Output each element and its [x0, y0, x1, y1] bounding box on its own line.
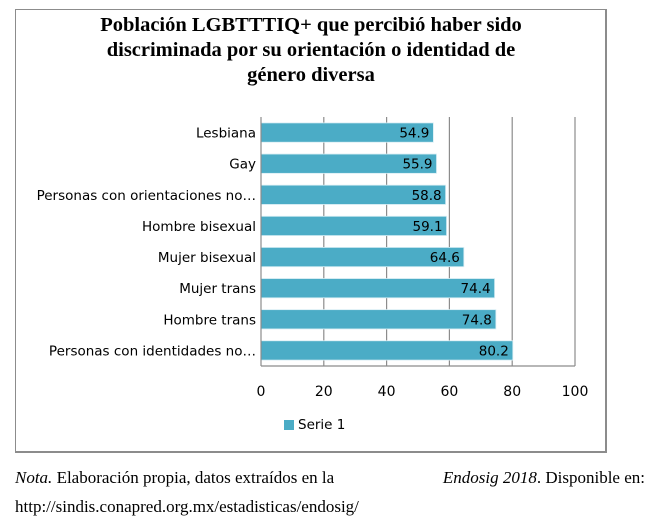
data-label-0: 54.9 [399, 126, 429, 142]
data-label-5: 74.4 [461, 281, 491, 297]
data-label-7: 80.2 [479, 343, 509, 359]
category-label-4: Mujer bisexual [158, 250, 256, 266]
category-label-6: Hombre trans [163, 312, 256, 328]
category-label-0: Lesbiana [196, 126, 256, 142]
x-tick-label-80: 80 [503, 384, 521, 400]
note-text-after: . Disponible en: [536, 468, 645, 487]
chart-title-line-3: género diversa [247, 64, 375, 86]
data-label-2: 58.8 [412, 188, 442, 204]
x-tick-label-20: 20 [315, 384, 333, 400]
chart-title-line-1: Población LGBTTTIQ+ que percibió haber s… [100, 14, 522, 36]
legend: Serie 1 [284, 417, 345, 433]
note-url[interactable]: http://sindis.conapred.org.mx/estadistic… [15, 497, 359, 516]
note-text: Elaboración propia, datos extraídos en l… [56, 468, 335, 487]
chart-title-line-2: discriminada por su orientación o identi… [106, 39, 516, 61]
note-label: Nota. [15, 468, 53, 487]
category-label-5: Mujer trans [179, 281, 256, 297]
x-tick-label-0: 0 [257, 384, 266, 400]
category-label-3: Hombre bisexual [142, 219, 256, 235]
bar-6 [260, 309, 497, 330]
category-label-1: Gay [229, 157, 256, 173]
category-label-7: Personas con identidades no… [49, 343, 256, 359]
data-label-6: 74.8 [462, 312, 492, 328]
data-label-1: 55.9 [402, 157, 432, 173]
data-label-3: 59.1 [413, 219, 443, 235]
figure-note: Nota. Elaboración propia, datos extraído… [15, 463, 645, 521]
data-label-4: 64.6 [430, 250, 460, 266]
note-source: Endosig 2018 [442, 468, 537, 487]
x-tick-label-60: 60 [440, 384, 458, 400]
bar-7 [260, 340, 514, 361]
legend-swatch-serie-1 [284, 420, 294, 430]
legend-label-serie-1: Serie 1 [298, 417, 346, 433]
x-tick-label-40: 40 [378, 384, 396, 400]
x-tick-label-100: 100 [562, 384, 589, 400]
category-label-2: Personas con orientaciones no… [37, 188, 256, 204]
note-line-1: Nota. Elaboración propia, datos extraído… [15, 463, 645, 492]
chart-title: Población LGBTTTIQ+ que percibió haber s… [15, 13, 607, 88]
